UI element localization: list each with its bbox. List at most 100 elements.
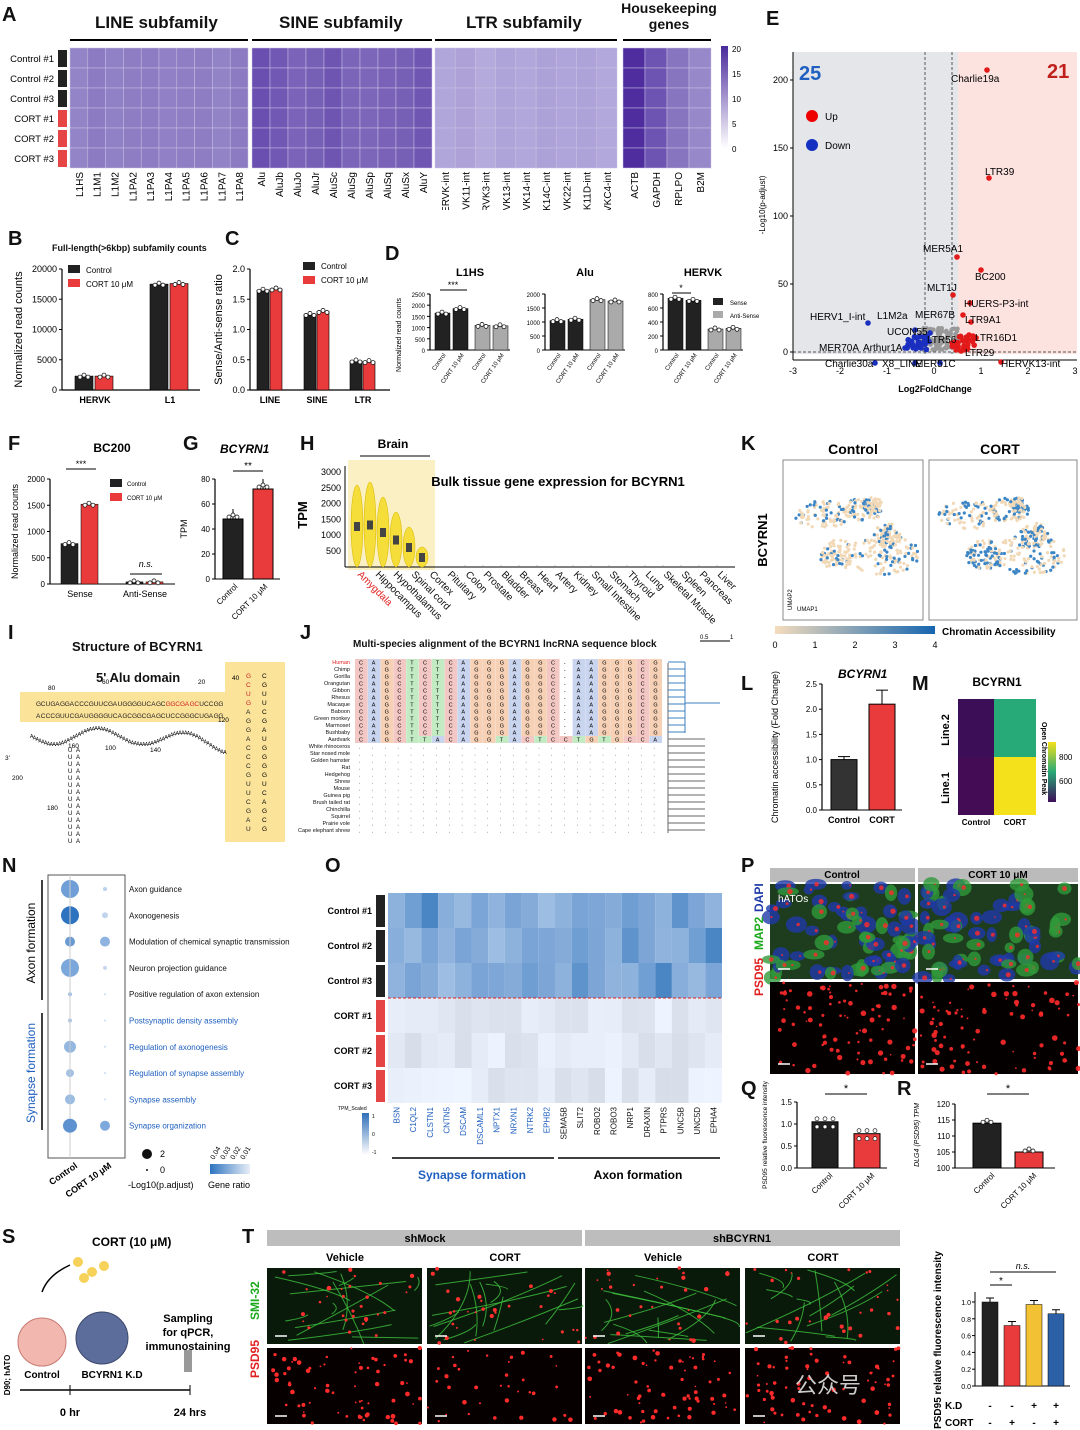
y-tick-label: 0.0 xyxy=(781,1164,793,1173)
alignment-cell xyxy=(367,673,381,680)
data-point xyxy=(933,347,938,352)
puncta xyxy=(390,1418,395,1423)
cell xyxy=(915,559,919,563)
nucleotide: G xyxy=(525,717,529,723)
puncta xyxy=(822,1035,825,1039)
cell xyxy=(813,513,817,517)
nucleotide: . xyxy=(449,815,451,821)
puncta xyxy=(682,1271,685,1275)
data-point xyxy=(913,335,920,341)
nucleotide: . xyxy=(359,801,361,807)
puncta xyxy=(822,1405,827,1410)
nucleotide: G xyxy=(474,738,478,744)
cell xyxy=(1057,556,1061,560)
nucleotide: A xyxy=(64,739,68,745)
neurite xyxy=(429,1311,460,1327)
nucleotide: C xyxy=(262,709,267,716)
puncta xyxy=(772,1366,775,1369)
puncta xyxy=(821,1043,824,1047)
cell xyxy=(824,523,828,528)
panel-letter-r: R xyxy=(897,1078,912,1100)
cell xyxy=(1030,531,1034,535)
nucleotide: G xyxy=(89,701,94,708)
puncta xyxy=(868,1269,872,1273)
nucleotide: G xyxy=(602,731,606,737)
heatmap-cell xyxy=(251,47,271,69)
cell xyxy=(852,509,856,514)
cell xyxy=(959,505,963,510)
heatmap-cell xyxy=(194,107,213,129)
puncta xyxy=(827,1409,832,1413)
cell xyxy=(832,542,836,546)
nucleotide: A xyxy=(76,818,80,824)
nucleotide: C xyxy=(79,701,84,708)
cell xyxy=(997,518,1001,522)
cell xyxy=(844,513,848,517)
nucleotide: . xyxy=(628,766,630,772)
puncta xyxy=(822,1040,828,1045)
nucleotide: G xyxy=(615,696,619,702)
nucleotide: C xyxy=(641,675,645,681)
nucleotide: G xyxy=(500,717,504,723)
cell xyxy=(945,505,949,509)
nucleotide: A xyxy=(139,742,143,748)
species-label: Bushbaby xyxy=(326,730,351,736)
puncta xyxy=(829,991,832,994)
nucleotide: G xyxy=(262,763,267,770)
nucleotide: . xyxy=(423,759,425,765)
nucleotide: . xyxy=(513,808,515,814)
puncta xyxy=(613,1408,619,1414)
cell xyxy=(1033,528,1037,532)
neurite xyxy=(809,1285,855,1317)
data-point xyxy=(260,482,266,488)
cort-label: CORT (10 μM) xyxy=(92,1235,171,1249)
heatmap-cell xyxy=(535,67,557,89)
nucleotide: A xyxy=(589,682,593,688)
cell xyxy=(1018,500,1022,504)
nucleotide: U xyxy=(46,701,51,708)
nucleotide: T xyxy=(410,668,414,674)
nucleotide: . xyxy=(385,759,387,765)
heatmap-cell xyxy=(538,963,555,998)
puncta xyxy=(931,1032,937,1038)
cell-blob xyxy=(1017,948,1034,966)
group-header-label: shMock xyxy=(405,1233,447,1245)
cell xyxy=(1012,554,1016,558)
bar xyxy=(434,312,451,351)
heatmap-cell xyxy=(596,147,618,169)
nucleotide: . xyxy=(487,829,489,834)
nucleotide: U xyxy=(246,781,251,788)
cell xyxy=(968,514,972,518)
puncta xyxy=(358,1362,361,1365)
nucleotide: A xyxy=(125,738,129,744)
nucleotide: . xyxy=(589,801,591,807)
alignment-cell xyxy=(521,673,534,680)
nucleotide: G xyxy=(180,713,185,720)
nucleotide: A xyxy=(372,689,376,695)
heatmap-cell xyxy=(105,47,124,69)
x-tick-label: -2 xyxy=(836,366,844,376)
alignment-title: Multi-species alignment of the BCYRN1 ln… xyxy=(353,639,657,650)
labeled-point xyxy=(937,360,943,366)
y-tick-label: 40 xyxy=(201,525,210,534)
puncta xyxy=(855,989,858,993)
micrograph-tile xyxy=(770,982,915,1074)
heatmap-cell xyxy=(140,107,160,129)
puncta xyxy=(943,1035,947,1039)
puncta xyxy=(839,1324,844,1329)
nucleotide: A xyxy=(108,729,112,735)
nucleotide: G xyxy=(538,710,542,716)
puncta xyxy=(361,1322,365,1326)
cell-blob xyxy=(827,901,841,912)
puncta xyxy=(891,983,897,990)
puncta xyxy=(519,1415,524,1420)
data-point xyxy=(82,502,88,508)
cell xyxy=(1023,571,1027,575)
y-tick-label: 5000 xyxy=(37,355,57,365)
nucleotide: A xyxy=(76,832,80,838)
puncta xyxy=(781,953,784,957)
nucleotide: . xyxy=(385,829,387,834)
nucleotide: . xyxy=(500,752,502,758)
nucleotide: G xyxy=(246,718,251,725)
puncta xyxy=(887,1311,891,1316)
